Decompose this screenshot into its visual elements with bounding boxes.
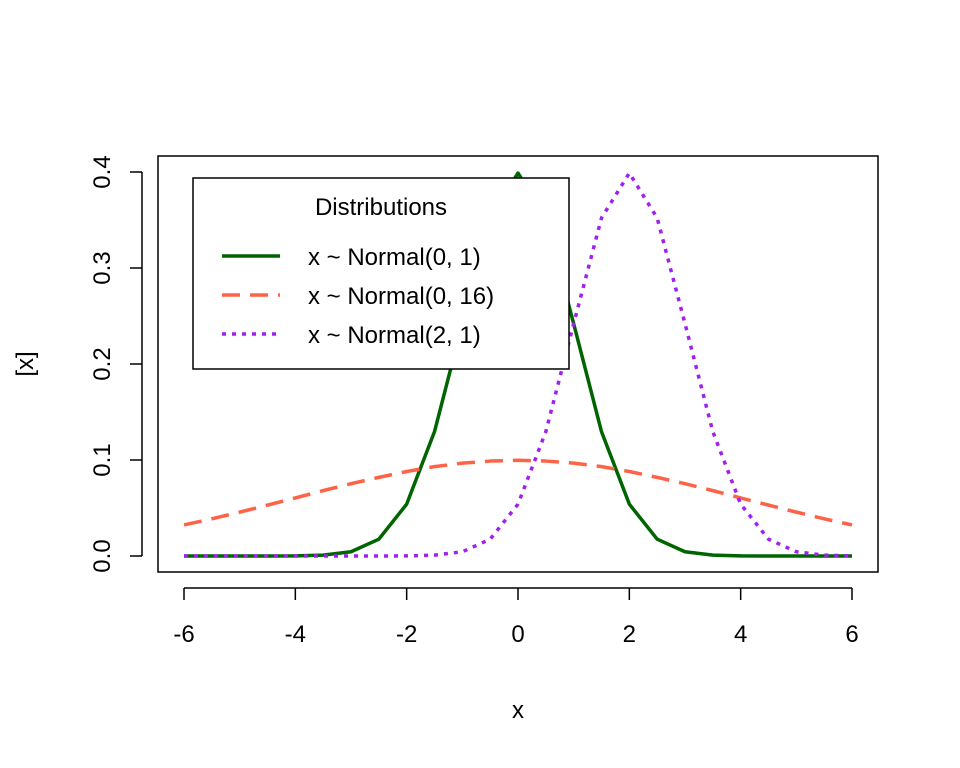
x-tick-label: 2 [623,621,636,648]
y-tick-label: 0.3 [89,251,116,284]
y-axis-label: [x] [12,351,39,376]
y-tick-label: 0.0 [89,539,116,572]
x-tick-label: -6 [173,621,194,648]
y-tick-label: 0.1 [89,443,116,476]
legend-box [192,177,570,370]
x-tick-label: 0 [511,621,524,648]
legend-entry-label: x ~ Normal(2, 1) [308,322,481,349]
legend-entry-label: x ~ Normal(0, 1) [308,244,481,271]
x-tick-label: 6 [845,621,858,648]
plot-frame [157,155,879,573]
series-line-3 [184,171,853,558]
x-tick-label: 4 [734,621,747,648]
legend: Distributions x ~ Normal(0, 1)x ~ Normal… [192,177,570,370]
x-axis-label: x [512,697,524,724]
legend-entry-label: x ~ Normal(0, 16) [308,283,494,310]
legend-title: Distributions [315,194,447,221]
x-tick-label: -2 [396,621,417,648]
y-tick-label: 0.2 [89,347,116,380]
plot-lines [183,171,853,558]
series-line-2 [183,458,853,527]
legend-entries: x ~ Normal(0, 1) x ~ Normal(0, 16) x ~ Nor… [222,244,494,349]
x-axis: -6 -4 -2 0 2 4 6 [173,587,859,648]
x-tick-label: -4 [285,621,306,648]
y-axis: 0.0 0.1 0.2 0.3 0.4 [89,155,143,573]
y-tick-label: 0.4 [89,155,116,188]
